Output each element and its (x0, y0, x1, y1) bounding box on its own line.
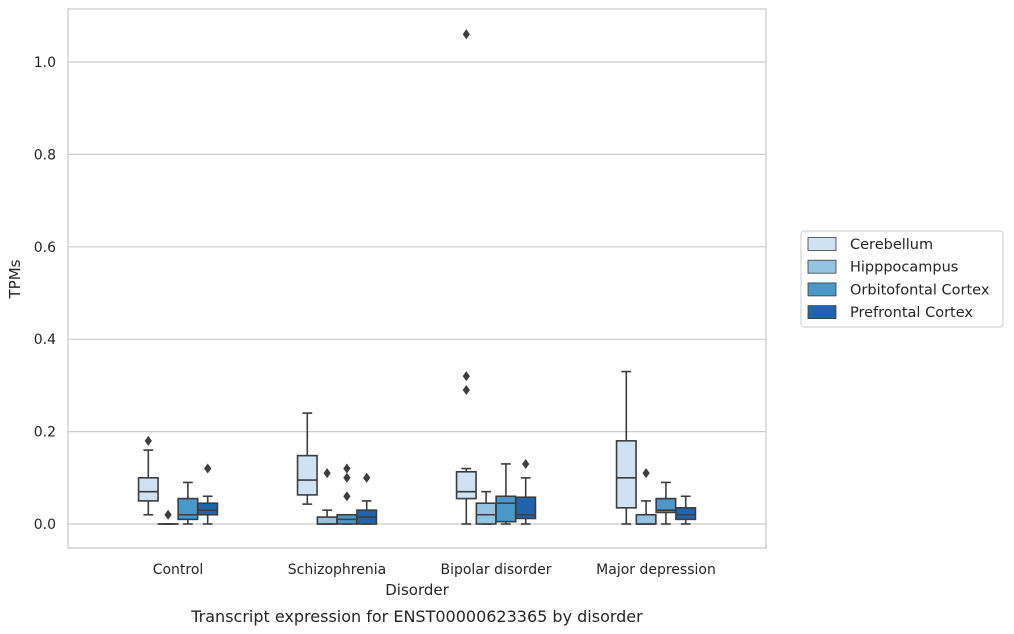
legend-label: Cerebellum (850, 237, 933, 253)
legend: Cerebellum Hipppocampus Orbitofontal Corte… (800, 230, 1004, 328)
box-prefrontal-cortex (515, 458, 537, 525)
y-tick-label: 0.0 (34, 517, 56, 533)
box-cerebellum (455, 29, 477, 525)
box-orbitofontal-cortex (336, 463, 358, 525)
iqr-box (455, 470, 477, 500)
y-tick-label: 0.8 (34, 147, 56, 163)
iqr-box (655, 497, 677, 514)
outlier-point (164, 509, 172, 520)
y-tick-label: 0.4 (34, 332, 56, 348)
x-axis-label: Disorder (385, 581, 449, 599)
iqr-box (296, 454, 318, 496)
iqr-box (515, 496, 537, 520)
box-hipppocampus (475, 490, 497, 525)
outlier-point (323, 468, 331, 479)
outlier-point (144, 435, 152, 446)
gridlines (68, 61, 766, 525)
y-tick-label: 0.2 (34, 425, 56, 441)
box-hipppocampus (157, 509, 179, 525)
iqr-box (137, 476, 159, 502)
x-tick-label: Bipolar disorder (440, 562, 551, 578)
outlier-point (642, 468, 650, 479)
y-axis-ticks: 0.0 0.2 0.4 0.6 0.8 1.0 (34, 55, 56, 533)
y-tick-label: 1.0 (34, 55, 56, 71)
iqr-box (615, 440, 637, 509)
outlier-point (462, 385, 470, 396)
iqr-box (197, 502, 219, 516)
iqr-box (177, 497, 199, 521)
legend-swatch (807, 282, 837, 297)
plot-area-frame (67, 8, 767, 549)
legend-label: Prefrontal Cortex (850, 305, 973, 321)
legend-label: Hipppocampus (850, 260, 958, 276)
outlier-point (522, 458, 530, 469)
outlier-point (363, 472, 371, 483)
y-axis-label: TPMs (6, 259, 24, 299)
x-tick-label: Major depression (596, 562, 716, 578)
outlier-point (343, 472, 351, 483)
iqr-box (316, 516, 338, 525)
box-prefrontal-cortex (356, 472, 378, 525)
legend-swatch (807, 305, 837, 320)
outlier-point (343, 491, 351, 502)
iqr-box (635, 513, 657, 525)
legend-swatch (807, 259, 837, 274)
box-hipppocampus (635, 468, 657, 525)
x-axis-ticks: Control Schizophrenia Bipolar disorder Majo… (153, 562, 716, 578)
legend-frame (800, 230, 1004, 328)
outlier-point (343, 463, 351, 474)
y-tick-label: 0.6 (34, 240, 56, 256)
box-orbitofontal-cortex (495, 463, 517, 525)
iqr-box (475, 502, 497, 525)
box-hipppocampus (316, 468, 338, 525)
outlier-point (462, 371, 470, 382)
box-prefrontal-cortex (197, 463, 219, 525)
legend-swatch (807, 237, 837, 251)
outlier-point (204, 463, 212, 474)
box-cerebellum (615, 370, 637, 525)
x-tick-label: Schizophrenia (288, 562, 386, 578)
box-cerebellum (137, 435, 159, 516)
box-orbitofontal-cortex (655, 481, 677, 525)
x-tick-label: Control (153, 562, 204, 578)
legend-label: Orbitofontal Cortex (850, 282, 990, 298)
chart-caption: Transcript expression for ENST0000062336… (190, 607, 643, 626)
box-series (137, 29, 697, 525)
iqr-box (495, 495, 517, 523)
box-orbitofontal-cortex (177, 481, 199, 525)
outlier-point (462, 29, 470, 40)
box-prefrontal-cortex (675, 495, 697, 525)
box-cerebellum (296, 412, 318, 505)
iqr-box (675, 507, 697, 521)
